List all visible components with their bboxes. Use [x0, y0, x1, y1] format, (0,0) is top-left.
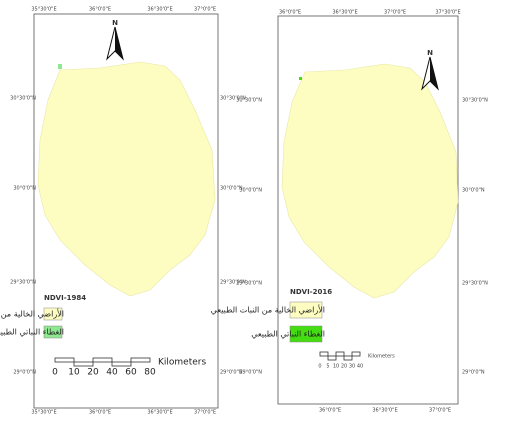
longitude-label: 36°0'0"E	[279, 10, 301, 16]
study-area	[37, 61, 216, 297]
longitude-label: 37°30'0"E	[435, 10, 460, 16]
legend-swatch	[43, 325, 63, 339]
scale-segment	[327, 355, 337, 361]
scale-tick: 40	[357, 364, 363, 370]
scale-tick: 0	[52, 368, 58, 378]
legend-title: NDVI-1984	[44, 294, 86, 302]
latitude-label: 30°0'0"N	[239, 188, 262, 194]
latitude-label: 30°0'0"N	[220, 186, 243, 192]
scale-tick: 80	[144, 368, 156, 378]
longitude-label: 36°0'0"E	[319, 408, 341, 414]
legend-label: الأراضي الخالية من النبات الطبيعي	[211, 305, 325, 315]
latitude-label: 29°30'0"N	[220, 280, 246, 286]
scale-tick: 10	[68, 368, 80, 378]
scale-tick: 40	[106, 368, 118, 378]
north-arrow	[115, 27, 123, 59]
latitude-label: 30°30'0"N	[10, 96, 36, 102]
latitude-label: 30°30'0"N	[236, 98, 262, 104]
scale-tick: 20	[341, 364, 347, 370]
latitude-label: 30°30'0"N	[462, 98, 488, 104]
latitude-label: 29°0'0"N	[220, 370, 243, 376]
legend-label: الغطاء النباتي الطبيعي	[0, 328, 64, 337]
legend-title: NDVI-2016	[290, 288, 332, 296]
latitude-label: 30°30'0"N	[220, 96, 246, 102]
legend-label: الأراضي الخالية من الغطاء النباتي	[0, 309, 64, 319]
latitude-label: 30°0'0"N	[13, 186, 36, 192]
longitude-label: 36°30'0"E	[147, 410, 172, 416]
longitude-label: 36°30'0"E	[332, 10, 357, 16]
scale-unit: Kilometers	[368, 354, 395, 360]
scale-tick: 30	[349, 364, 355, 370]
legend-label: الغطاء النباتي الطبيعي	[251, 330, 325, 339]
longitude-label: 35°30'0"E	[31, 7, 56, 13]
longitude-label: 36°30'0"E	[372, 408, 397, 414]
latitude-label: 29°0'0"N	[13, 370, 36, 376]
longitude-label: 36°0'0"E	[89, 410, 111, 416]
longitude-label: 37°0'0"E	[194, 410, 216, 416]
study-area	[281, 63, 459, 299]
latitude-label: 29°0'0"N	[239, 370, 262, 376]
scale-segment	[343, 355, 353, 361]
longitude-label: 35°30'0"E	[31, 410, 56, 416]
legend-swatch	[289, 325, 323, 343]
legend-swatch	[289, 301, 323, 319]
vegetation-patch	[299, 77, 302, 80]
scale-segment	[351, 351, 361, 357]
scale-segment	[54, 357, 75, 363]
longitude-label: 36°0'0"E	[89, 7, 111, 13]
scale-segment	[92, 357, 113, 363]
latitude-label: 29°0'0"N	[462, 370, 485, 376]
map-frame	[277, 15, 459, 405]
longitude-label: 37°0'0"E	[194, 7, 216, 13]
scale-tick: 20	[87, 368, 99, 378]
north-arrow	[430, 57, 438, 89]
longitude-label: 36°30'0"E	[147, 7, 172, 13]
latitude-label: 29°30'0"N	[10, 280, 36, 286]
latitude-label: 29°30'0"N	[462, 281, 488, 287]
longitude-label: 37°0'0"E	[384, 10, 406, 16]
scale-segment	[73, 361, 94, 367]
latitude-label: 29°30'0"N	[236, 281, 262, 287]
scale-segment	[111, 361, 132, 367]
north-label: N	[112, 19, 118, 27]
scale-tick: 0	[318, 364, 321, 370]
scale-segment	[335, 351, 345, 357]
scale-tick: 5	[326, 364, 329, 370]
scale-segment	[319, 351, 329, 357]
map-frame	[33, 13, 219, 409]
scale-tick: 60	[125, 368, 137, 378]
longitude-label: 37°0'0"E	[429, 408, 451, 414]
legend-swatch	[43, 307, 63, 321]
scale-tick: 10	[333, 364, 339, 370]
scale-segment	[130, 357, 151, 363]
vegetation-patch	[58, 64, 62, 69]
scale-unit: Kilometers	[158, 358, 206, 368]
latitude-label: 30°0'0"N	[462, 188, 485, 194]
north-label: N	[427, 49, 433, 57]
